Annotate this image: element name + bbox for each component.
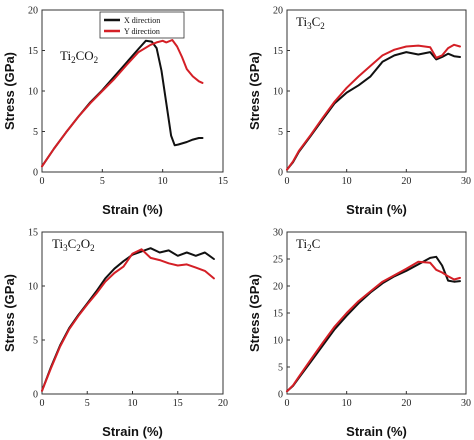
chart-panel-4: 0 10 20 30 0 5 10 15 20 25 30 Strain (%) Stress (GPa… — [247, 228, 471, 440]
plot-frame — [286, 231, 467, 395]
y-tick-label: 15 — [273, 309, 283, 320]
x-tick-label: 20 — [218, 398, 228, 409]
x-tick-label: 0 — [285, 398, 290, 409]
panel-title: Ti2CO2 — [60, 48, 98, 65]
x-tick-label: 5 — [100, 176, 105, 187]
y-tick-label: 15 — [28, 46, 38, 57]
x-tick-label: 30 — [461, 176, 471, 187]
chart-panel-3: 0 5 10 15 20 0 5 10 15 Strain (%) Stress (GPa) Ti3C… — [2, 228, 228, 440]
y-axis-label: Stress (GPa) — [247, 274, 262, 352]
y-tick-label: 5 — [278, 127, 283, 138]
x-tick-label: 10 — [158, 176, 168, 187]
x-tick-label: 10 — [128, 398, 138, 409]
legend-label: X direction — [124, 16, 160, 25]
x-axis-label: Strain (%) — [102, 424, 163, 439]
series-line-x-direction — [286, 51, 461, 171]
y-tick-label: 25 — [273, 255, 283, 266]
y-tick-label: 0 — [278, 390, 283, 401]
series-line-y-direction — [41, 39, 204, 168]
x-tick-label: 0 — [285, 176, 290, 187]
y-tick-label: 10 — [28, 87, 38, 98]
y-tick-label: 20 — [273, 282, 283, 293]
x-tick-label: 15 — [218, 176, 228, 187]
x-axis-label: Strain (%) — [346, 424, 407, 439]
y-tick-label: 0 — [33, 168, 38, 179]
y-tick-label: 10 — [28, 282, 38, 293]
y-tick-label: 5 — [33, 127, 38, 138]
x-tick-label: 20 — [401, 398, 411, 409]
x-tick-label: 10 — [342, 176, 352, 187]
series-line-x-direction — [286, 255, 461, 393]
y-tick-label: 20 — [273, 6, 283, 17]
y-axis-label: Stress (GPa) — [2, 52, 17, 130]
y-tick-label: 10 — [273, 87, 283, 98]
plot-frame — [286, 9, 467, 173]
series-line-y-direction — [286, 260, 461, 393]
y-tick-label: 5 — [33, 336, 38, 347]
y-axis-label: Stress (GPa) — [247, 52, 262, 130]
series-line-y-direction — [286, 43, 461, 171]
x-tick-label: 10 — [342, 398, 352, 409]
x-tick-label: 15 — [173, 398, 183, 409]
panel-title: Ti2C — [296, 236, 320, 253]
legend-label: Y direction — [124, 27, 160, 36]
x-tick-label: 0 — [40, 176, 45, 187]
chart-panel-1: 0 5 10 15 0 5 10 15 20 Strain (%) Stress (GPa) Ti2C… — [2, 6, 228, 218]
y-tick-label: 30 — [273, 228, 283, 239]
series-line-y-direction — [41, 248, 215, 392]
legend: X direction Y direction — [99, 11, 185, 39]
panel-title: Ti3C2O2 — [52, 236, 95, 253]
legend-box — [99, 11, 185, 39]
x-axis-label: Strain (%) — [346, 202, 407, 217]
y-tick-label: 10 — [273, 336, 283, 347]
x-tick-label: 20 — [401, 176, 411, 187]
series-line-x-direction — [41, 247, 215, 392]
x-tick-label: 5 — [85, 398, 90, 409]
y-tick-label: 0 — [33, 390, 38, 401]
chart-panel-2: 0 10 20 30 0 5 10 15 20 Strain (%) Stress (GPa) Ti3… — [247, 6, 471, 218]
y-axis-label: Stress (GPa) — [2, 274, 17, 352]
y-tick-label: 20 — [28, 6, 38, 17]
y-tick-label: 0 — [278, 168, 283, 179]
panel-title: Ti3C2 — [296, 14, 325, 31]
y-tick-label: 15 — [273, 46, 283, 57]
x-tick-label: 30 — [461, 398, 471, 409]
y-tick-label: 15 — [28, 228, 38, 239]
x-tick-label: 0 — [40, 398, 45, 409]
x-axis-label: Strain (%) — [102, 202, 163, 217]
y-tick-label: 5 — [278, 363, 283, 374]
